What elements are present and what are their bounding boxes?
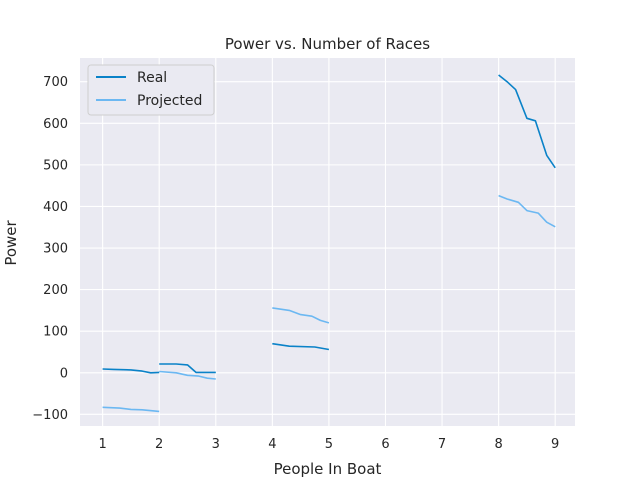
y-tick-label: 200 bbox=[43, 283, 68, 298]
x-tick-label: 6 bbox=[381, 437, 389, 452]
legend: Real Projected bbox=[88, 65, 214, 115]
y-tick-label: 700 bbox=[43, 75, 68, 90]
x-tick-label: 3 bbox=[212, 437, 220, 452]
y-tick-label: 400 bbox=[43, 200, 68, 215]
x-tick-label: 2 bbox=[155, 437, 163, 452]
y-tick-label: 0 bbox=[60, 366, 68, 381]
x-tick-label: 7 bbox=[438, 437, 446, 452]
x-tick-label: 9 bbox=[551, 437, 559, 452]
x-tick-label: 8 bbox=[494, 437, 502, 452]
y-tick-label: 500 bbox=[43, 158, 68, 173]
chart-title: Power vs. Number of Races bbox=[225, 35, 430, 53]
x-axis-label: People In Boat bbox=[274, 460, 382, 478]
y-tick-label: 100 bbox=[43, 325, 68, 340]
y-tick-label: 300 bbox=[43, 242, 68, 257]
y-tick-label: −100 bbox=[32, 408, 68, 423]
x-tick-label: 4 bbox=[268, 437, 276, 452]
y-tick-label: 600 bbox=[43, 117, 68, 132]
x-tick-label: 5 bbox=[325, 437, 333, 452]
x-tick-label: 1 bbox=[98, 437, 106, 452]
legend-label-real: Real bbox=[137, 70, 167, 86]
legend-label-projected: Projected bbox=[137, 93, 202, 109]
y-axis-label: Power bbox=[2, 219, 20, 265]
